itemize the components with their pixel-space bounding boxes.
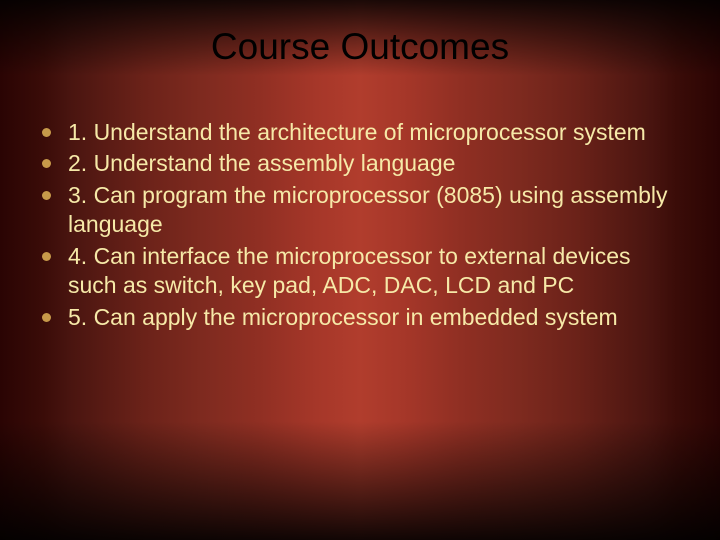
list-item: 2. Understand the assembly language xyxy=(36,149,684,178)
slide-body: 1. Understand the architecture of microp… xyxy=(0,68,720,332)
outcomes-list: 1. Understand the architecture of microp… xyxy=(36,118,684,332)
list-item: 3. Can program the microprocessor (8085)… xyxy=(36,181,684,240)
list-item: 4. Can interface the microprocessor to e… xyxy=(36,242,684,301)
slide-title: Course Outcomes xyxy=(0,0,720,68)
slide: Course Outcomes 1. Understand the archit… xyxy=(0,0,720,540)
list-item: 5. Can apply the microprocessor in embed… xyxy=(36,303,684,332)
list-item: 1. Understand the architecture of microp… xyxy=(36,118,684,147)
